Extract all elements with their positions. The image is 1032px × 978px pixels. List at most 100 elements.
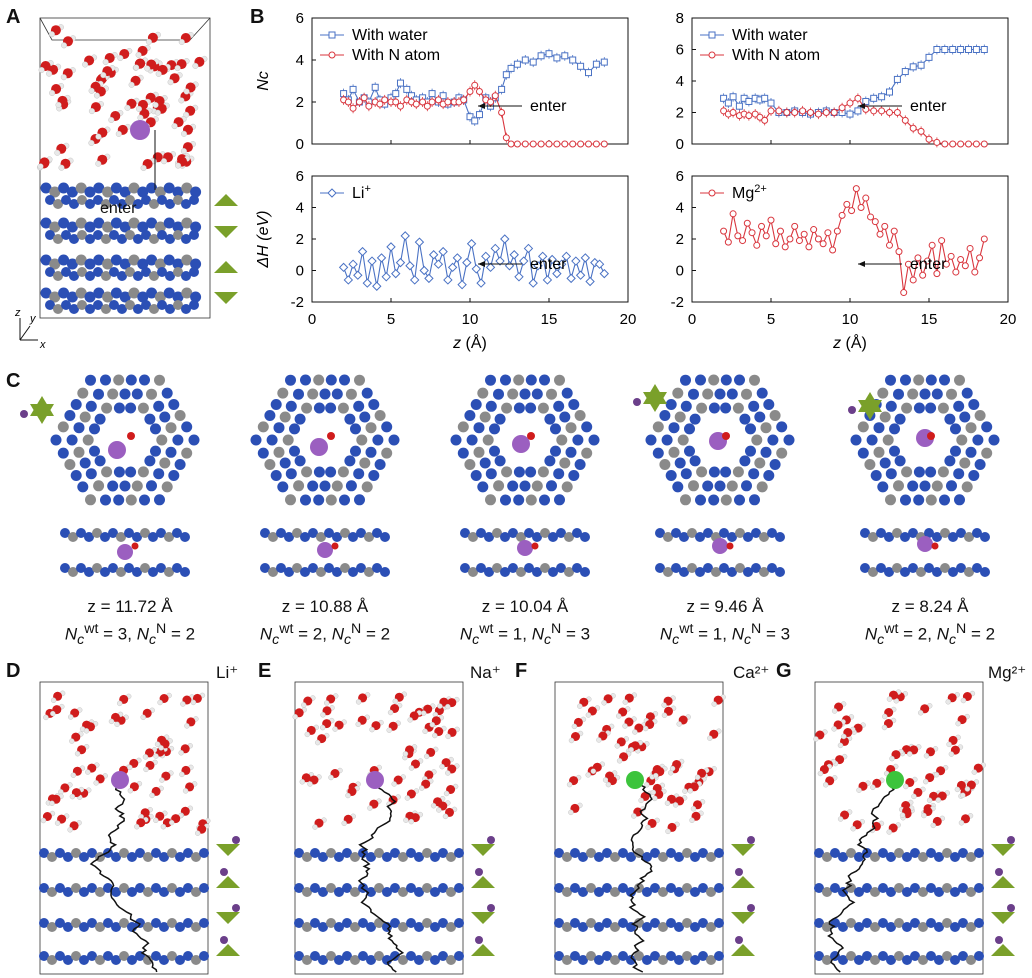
hydrogen-atom xyxy=(155,70,162,77)
nitrogen-atom xyxy=(294,413,306,425)
nitrogen-atom xyxy=(165,304,175,314)
nitrogen-atom xyxy=(94,413,106,425)
carbon-atom xyxy=(374,883,384,893)
data-point xyxy=(438,246,448,257)
nitrogen-atom xyxy=(151,951,161,961)
nitrogen-atom xyxy=(175,887,185,897)
carbon-atom xyxy=(892,528,902,538)
carbon-atom xyxy=(516,532,526,542)
carbon-atom xyxy=(708,374,720,386)
data-point xyxy=(976,254,984,262)
carbon-atom xyxy=(857,421,869,433)
ion-marker xyxy=(220,936,228,944)
carbon-atom xyxy=(77,230,87,240)
legend-label: With water xyxy=(732,27,808,44)
data-point xyxy=(923,257,931,265)
nitrogen-atom xyxy=(181,234,191,244)
carbon-atom xyxy=(682,918,692,928)
nitrogen-atom xyxy=(524,563,534,573)
nitrogen-atom xyxy=(886,887,896,897)
carbon-atom xyxy=(540,528,550,538)
data-point xyxy=(561,52,569,60)
carbon-atom xyxy=(942,951,952,961)
carbon-atom xyxy=(918,955,928,965)
carbon-atom xyxy=(696,402,708,414)
carbon-atom xyxy=(907,388,919,400)
hydrogen-atom xyxy=(571,723,578,730)
carbon-atom xyxy=(525,494,537,506)
nitrogen-atom xyxy=(714,918,724,928)
data-point xyxy=(949,140,957,148)
panel-label-e: E xyxy=(258,660,272,682)
nitrogen-atom xyxy=(659,410,671,421)
data-point xyxy=(846,99,854,107)
carbon-atom xyxy=(457,421,469,433)
data-point xyxy=(523,243,534,254)
carbon-atom xyxy=(759,532,769,542)
nitrogen-atom xyxy=(266,434,278,446)
nitrogen-atom xyxy=(284,567,294,577)
data-point xyxy=(471,81,479,89)
carbon-atom xyxy=(71,951,81,961)
nitrogen-atom xyxy=(334,887,344,897)
nitrogen-atom xyxy=(484,567,494,577)
nitrogen-atom xyxy=(894,455,906,467)
nitrogen-atom xyxy=(127,852,137,862)
hydrogen-atom xyxy=(320,712,326,718)
nitrogen-atom xyxy=(308,528,318,538)
hydrogen-atom xyxy=(70,772,77,778)
data-point xyxy=(876,230,884,238)
nitrogen-atom xyxy=(714,951,724,961)
nitrogen-atom xyxy=(348,567,358,577)
carbon-atom xyxy=(264,459,276,470)
hydrogen-atom xyxy=(622,723,628,729)
nitrogen-atom xyxy=(111,955,121,965)
nitrogen-atom xyxy=(749,494,760,506)
data-point xyxy=(405,261,415,271)
nitrogen-atom xyxy=(925,402,937,414)
nitrogen-atom xyxy=(127,955,137,965)
nitrogen-atom xyxy=(55,918,65,928)
nitrogen-atom xyxy=(183,848,193,858)
y-axis-label: ΔH (eV) xyxy=(255,211,272,269)
nc-text-4: Ncwt = 1, NcN = 3 xyxy=(659,621,791,649)
carbon-atom xyxy=(191,887,201,897)
data-point xyxy=(830,109,838,116)
nitrogen-atom xyxy=(308,563,318,573)
carbon-atom xyxy=(101,234,111,244)
nitrogen-atom xyxy=(714,883,724,893)
nitrogen-atom xyxy=(745,445,756,457)
hydrogen-atom xyxy=(88,87,95,94)
nitrogen-atom xyxy=(980,567,990,577)
nitrogen-atom xyxy=(650,918,660,928)
ion-marker xyxy=(633,398,641,406)
carbon-atom xyxy=(479,411,491,423)
membrane-marker xyxy=(216,912,240,924)
nitrogen-atom xyxy=(626,955,636,965)
hydrogen-atom xyxy=(153,817,159,824)
nitrogen-atom xyxy=(568,399,580,410)
nitrogen-atom xyxy=(550,423,561,435)
nitrogen-atom xyxy=(838,955,848,965)
carbon-atom xyxy=(706,852,716,862)
data-point xyxy=(781,243,789,251)
hydrogen-atom xyxy=(367,805,373,811)
data-point xyxy=(396,102,404,110)
legend-marker xyxy=(328,51,336,59)
carbon-atom xyxy=(149,304,159,314)
hydrogen-atom xyxy=(568,737,575,744)
nitrogen-atom xyxy=(148,532,158,542)
nitrogen-atom xyxy=(354,494,365,506)
carbon-atom xyxy=(282,434,294,446)
nitrogen-atom xyxy=(132,567,142,577)
carbon-atom xyxy=(146,388,157,400)
data-point xyxy=(433,259,444,269)
carbon-atom xyxy=(119,883,129,893)
nitrogen-atom xyxy=(470,399,482,410)
nitrogen-atom xyxy=(508,563,518,573)
nitrogen-atom xyxy=(63,887,73,897)
carbon-atom xyxy=(610,955,620,965)
nitrogen-atom xyxy=(958,848,968,858)
data-point xyxy=(462,257,472,268)
carbon-atom xyxy=(422,951,432,961)
